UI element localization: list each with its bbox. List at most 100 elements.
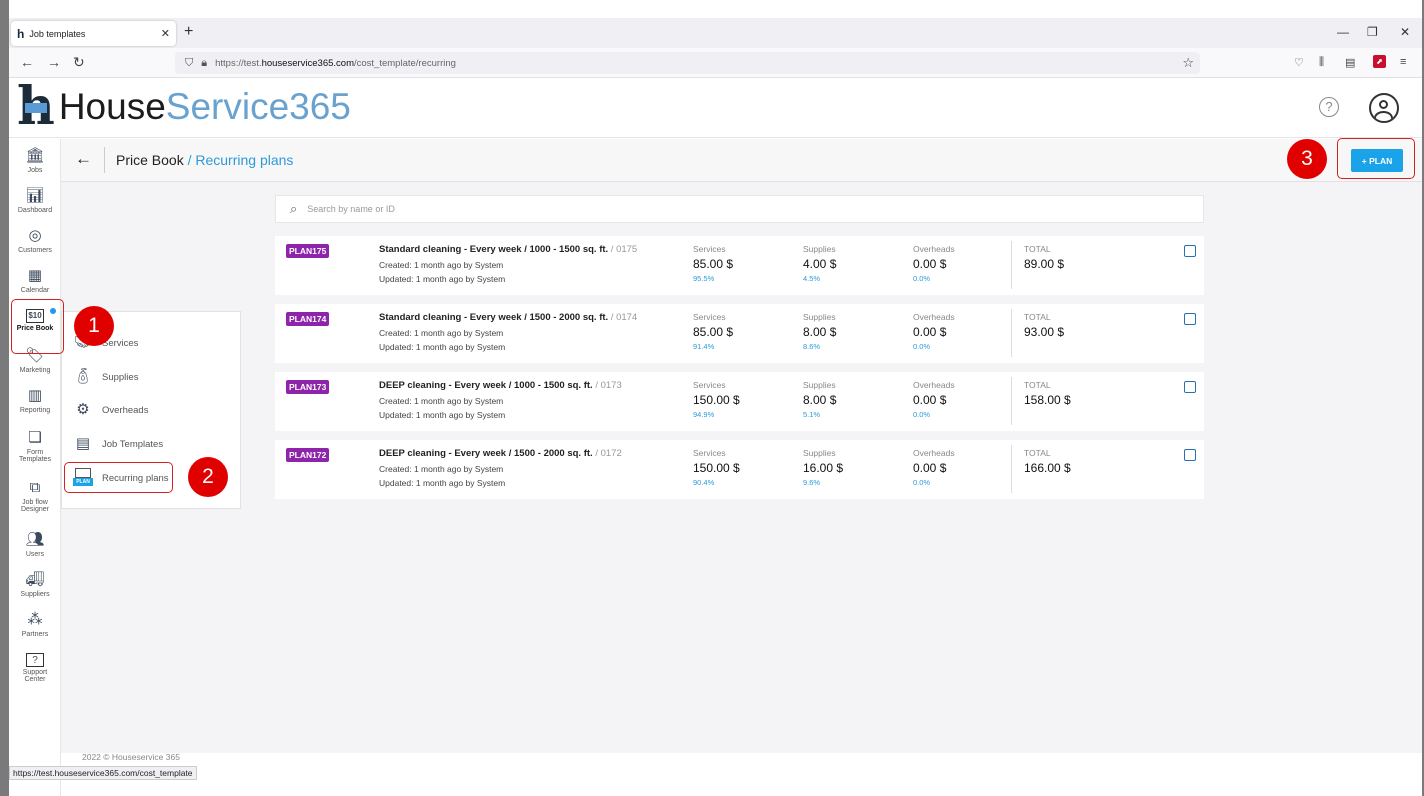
pdf-extension-icon[interactable]: ⬈	[1373, 55, 1386, 68]
tab-strip: h Job templates ✕ + — ❐ ✕	[9, 18, 1422, 48]
search-box[interactable]: ⌕ Search by name or ID	[275, 195, 1204, 223]
forward-icon[interactable]: →	[47, 54, 61, 70]
highlight-plan-button	[1337, 138, 1415, 179]
supplies-col: Supplies 16.00 $9.6%	[803, 448, 844, 487]
url-path: /cost_template/recurring	[354, 57, 456, 69]
plan-title[interactable]: DEEP cleaning - Every week / 1500 - 2000…	[379, 448, 622, 459]
job-flow-icon: ⧉	[29, 479, 41, 496]
rail-item-jobs[interactable]: 🏛︎ Jobs	[25, 147, 45, 174]
plan-created: Created: 1 month ago by System	[379, 260, 504, 270]
customers-icon: ◎	[28, 227, 42, 244]
url-domain: houseservice365.com	[261, 57, 354, 69]
overheads-col: Overheads 0.00 $0.0%	[913, 244, 955, 283]
sidebar-icon[interactable]: ▤	[1345, 57, 1356, 69]
submenu-item-job-templates[interactable]: ▤ Job Templates	[72, 431, 163, 457]
reload-icon[interactable]: ↻	[73, 54, 85, 70]
notification-dot	[49, 307, 57, 315]
logo-text-house: House	[58, 86, 166, 127]
overheads-icon: ⚙︎	[76, 401, 90, 418]
library-icon[interactable]: ⫼	[1319, 56, 1325, 68]
bookmark-star-icon[interactable]: ☆	[1182, 55, 1194, 70]
lock-icon: 🔒︎	[201, 56, 208, 69]
new-tab-icon[interactable]: +	[184, 23, 194, 40]
supplies-col: Supplies 4.00 $4.5%	[803, 244, 837, 283]
form-templates-icon: ❏	[28, 429, 42, 446]
rail-item-customers[interactable]: ◎ Customers	[18, 227, 52, 254]
row-checkbox[interactable]	[1184, 381, 1196, 393]
row-checkbox[interactable]	[1184, 245, 1196, 257]
support-icon: ?	[26, 653, 44, 667]
shield-icon: ⛉	[185, 56, 194, 69]
rail-item-form-templates[interactable]: ❏ Form Templates	[19, 429, 51, 463]
plan-row[interactable]: PLAN172 DEEP cleaning - Every week / 150…	[275, 440, 1204, 499]
close-window-icon[interactable]: ✕	[1400, 25, 1411, 39]
back-icon[interactable]: ←	[20, 54, 34, 70]
favicon-icon: h	[17, 26, 25, 41]
highlight-price-book	[11, 299, 64, 354]
rail-item-price-book[interactable]: $10 Price Book	[9, 307, 61, 332]
menu-icon[interactable]: ≡	[1400, 56, 1407, 68]
total-col: TOTAL 166.00 $	[1024, 448, 1071, 475]
app-header: h House Service365 ?	[9, 79, 1422, 138]
services-col: Services 150.00 $90.4%	[693, 448, 740, 487]
annotation-number-2: 2	[188, 457, 228, 497]
window-frame-left	[0, 0, 9, 796]
marketing-icon: 🏷︎	[25, 347, 45, 364]
rail-item-job-flow-designer[interactable]: ⧉ Job flow Designer	[20, 479, 49, 513]
back-arrow-icon[interactable]: ←	[75, 149, 92, 168]
rail-item-partners[interactable]: ⁂ Partners	[21, 611, 49, 638]
app-logo[interactable]: h House Service365	[17, 81, 351, 133]
pocket-icon[interactable]: ♡	[1294, 57, 1304, 69]
search-icon: ⌕	[290, 201, 298, 216]
rail-item-reporting[interactable]: ▥ Reporting	[19, 387, 51, 414]
breadcrumb: Price Book / Recurring plans	[116, 152, 294, 168]
nav-bar: ← → ↻ ⛉ 🔒︎ https://test. houseservice365.…	[9, 48, 1422, 78]
plan-row[interactable]: PLAN173 DEEP cleaning - Every week / 100…	[275, 372, 1204, 431]
plan-title[interactable]: Standard cleaning - Every week / 1500 - …	[379, 312, 638, 323]
users-icon: 👥︎	[25, 531, 45, 548]
annotation-number-3: 3	[1287, 139, 1327, 179]
rail-item-support-center[interactable]: ? Support Center	[22, 653, 48, 683]
rail-item-suppliers[interactable]: 🚚︎ Suppliers	[20, 571, 50, 598]
plan-row[interactable]: PLAN175 Standard cleaning - Every week /…	[275, 236, 1204, 295]
rail-item-users[interactable]: 👥︎ Users	[25, 531, 45, 558]
plan-title[interactable]: DEEP cleaning - Every week / 1000 - 1500…	[379, 380, 622, 391]
restore-icon[interactable]: ❐	[1367, 25, 1378, 39]
rail-item-calendar[interactable]: ▦ Calendar	[20, 267, 50, 294]
partners-icon: ⁂	[27, 611, 43, 628]
row-checkbox[interactable]	[1184, 449, 1196, 461]
plan-created: Created: 1 month ago by System	[379, 464, 504, 474]
plan-title[interactable]: Standard cleaning - Every week / 1000 - …	[379, 244, 638, 255]
logo-text-service: Service365	[165, 86, 351, 127]
services-col: Services 150.00 $94.9%	[693, 380, 740, 419]
add-plan-button[interactable]: + PLAN	[1351, 149, 1403, 172]
annotation-number-1: 1	[74, 306, 114, 346]
jobs-icon: 🏛︎	[25, 147, 45, 164]
submenu-item-overheads[interactable]: ⚙︎ Overheads	[72, 397, 148, 423]
calendar-icon: ▦	[27, 267, 43, 284]
rail-item-marketing[interactable]: 🏷︎ Marketing	[19, 347, 51, 374]
price-book-icon: $10	[26, 309, 44, 323]
status-bar-url: https://test.houseservice365.com/cost_te…	[9, 766, 197, 780]
plan-row[interactable]: PLAN174 Standard cleaning - Every week /…	[275, 304, 1204, 363]
help-icon[interactable]: ?	[1319, 97, 1339, 117]
minimize-icon[interactable]: —	[1337, 25, 1349, 39]
plan-code-badge: PLAN173	[286, 380, 330, 394]
breadcrumb-current: Recurring plans	[195, 152, 294, 168]
close-tab-icon[interactable]: ✕	[160, 28, 170, 40]
breadcrumb-root[interactable]: Price Book	[116, 152, 184, 168]
row-checkbox[interactable]	[1184, 313, 1196, 325]
highlight-recurring-plans	[64, 462, 173, 493]
user-avatar-icon[interactable]	[1369, 93, 1399, 123]
submenu-item-recurring-plans[interactable]: PLAN Recurring plans	[72, 465, 169, 491]
url-bar[interactable]: ⛉ 🔒︎ https://test. houseservice365.com/co…	[175, 52, 1200, 74]
browser-tab[interactable]: h Job templates ✕	[11, 21, 176, 46]
supplies-col: Supplies 8.00 $8.6%	[803, 312, 837, 351]
supplies-icon: 🧴︎	[73, 368, 93, 385]
total-col: TOTAL 158.00 $	[1024, 380, 1071, 407]
submenu-item-supplies[interactable]: 🧴︎ Supplies	[73, 368, 139, 385]
rail-item-dashboard[interactable]: 📊︎ Dashboard	[17, 187, 53, 214]
plan-created: Created: 1 month ago by System	[379, 328, 504, 338]
plan-code-badge: PLAN172	[286, 448, 330, 462]
search-input[interactable]: Search by name or ID	[307, 204, 395, 214]
